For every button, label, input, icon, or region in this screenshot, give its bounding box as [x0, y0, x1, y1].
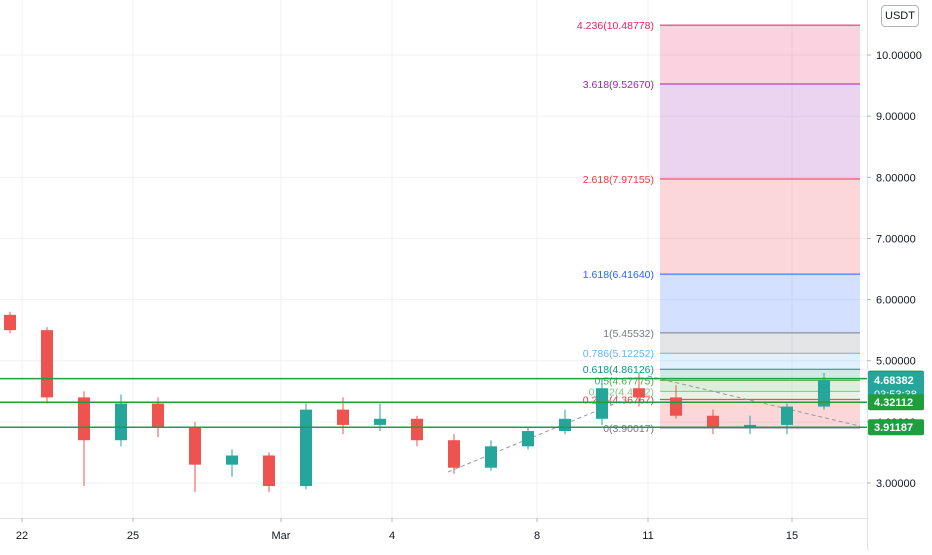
candle-body[interactable]: [41, 330, 53, 398]
candle-body[interactable]: [78, 397, 90, 441]
trendline-layer: [447, 375, 861, 473]
candle-body[interactable]: [485, 446, 497, 468]
candle-body[interactable]: [559, 418, 571, 432]
price-tick-label: 8.00000: [876, 172, 916, 184]
grid-layer: [0, 0, 867, 518]
time-tick-label: 8: [534, 530, 540, 542]
time-tick-label: 11: [642, 530, 653, 542]
fib-level-label: 0.5(4.67775): [594, 375, 654, 387]
time-tick-label: Mar: [272, 530, 291, 542]
price-axis-label: [868, 394, 924, 411]
candle-body[interactable]: [818, 380, 830, 407]
candle-body[interactable]: [152, 403, 164, 428]
price-axis-label-text: 4.32112: [874, 397, 913, 409]
candle-body[interactable]: [522, 431, 534, 447]
horizontal-level-lines: [0, 377, 867, 428]
fib-level-label: 1.618(6.41640): [583, 269, 654, 281]
candle-body[interactable]: [744, 424, 756, 428]
price-tick-label: 9.00000: [876, 111, 916, 123]
fib-level-label: 0(3.90017): [603, 423, 654, 435]
candle-body[interactable]: [670, 397, 682, 416]
fib-zone: [660, 353, 860, 370]
fib-zone: [660, 179, 860, 275]
fib-level-label: 3.618(9.52670): [583, 79, 654, 91]
fib-level-label: 1(5.45532): [603, 328, 654, 340]
price-axis-label-text: 4.68382: [874, 375, 914, 387]
candle-body[interactable]: [448, 440, 460, 468]
trendline: [647, 375, 861, 427]
price-axis-label-text: 3.91187: [874, 422, 913, 434]
fib-zone: [660, 391, 860, 400]
price-axis-label: [868, 419, 924, 436]
candle-body[interactable]: [189, 427, 201, 465]
fib-zone: [660, 25, 860, 84]
candle-body[interactable]: [300, 409, 312, 487]
fibonacci-retracement[interactable]: 0(3.90017)0.236(4.36767)0.382(4.4992)0.5…: [577, 20, 860, 435]
price-tick-label: 5.00000: [876, 356, 916, 368]
candle-body[interactable]: [226, 455, 238, 465]
price-tick-label: 3.00000: [876, 478, 916, 490]
candle-body[interactable]: [596, 388, 608, 419]
fib-zone: [660, 83, 860, 180]
candle-body[interactable]: [411, 418, 423, 441]
price-tick-label: 6.00000: [876, 295, 916, 307]
time-tick-label: 4: [389, 530, 395, 542]
fib-zone: [660, 369, 860, 381]
candle-body[interactable]: [781, 406, 793, 425]
fib-level-label: 0.786(5.12252): [583, 348, 654, 360]
fib-zone: [660, 274, 860, 333]
price-axis[interactable]: 10.00000 9.00000 8.00000 7.00000 6.00000 5.00…: [867, 50, 922, 490]
time-tick-label: 22: [16, 530, 28, 542]
candle-body[interactable]: [337, 409, 349, 425]
price-tick-label: 7.00000: [876, 233, 916, 245]
candle-body[interactable]: [263, 455, 275, 487]
price-tick-label: 10.00000: [876, 50, 922, 62]
fib-level-label: 4.236(10.48778): [577, 20, 654, 32]
fib-zone: [660, 332, 860, 354]
fib-zone: [660, 380, 860, 392]
candle-body[interactable]: [115, 403, 127, 441]
fib-level-label: 2.618(7.97155): [583, 174, 654, 186]
candlestick-series: [4, 311, 830, 493]
candle-body[interactable]: [707, 415, 719, 428]
currency-selector-button[interactable]: USDT: [881, 5, 919, 27]
fib-level-label: 0.618(4.86126): [583, 364, 654, 376]
time-axis[interactable]: 22 25 Mar 4 8 11 15: [16, 518, 798, 542]
candle-body[interactable]: [4, 314, 16, 331]
candle-body[interactable]: [633, 388, 645, 398]
candle-body[interactable]: [374, 418, 386, 425]
time-tick-label: 15: [786, 530, 798, 542]
trendline: [447, 399, 623, 473]
time-tick-label: 25: [127, 530, 139, 542]
